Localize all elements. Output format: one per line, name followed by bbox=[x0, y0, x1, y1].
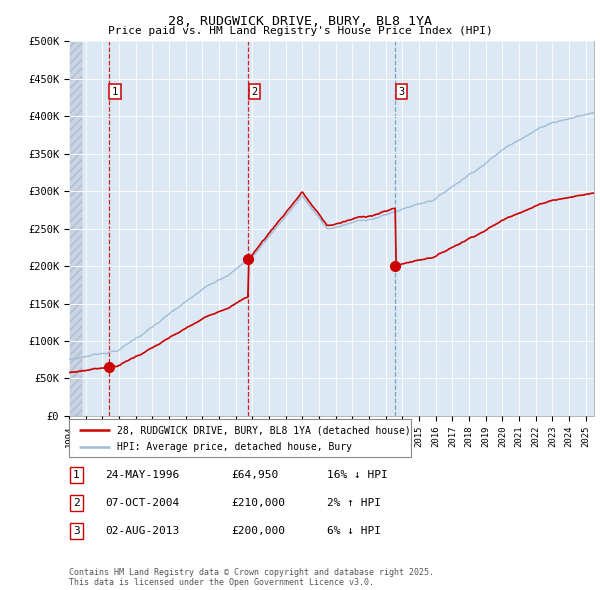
Text: 02-AUG-2013: 02-AUG-2013 bbox=[105, 526, 179, 536]
Text: 24-MAY-1996: 24-MAY-1996 bbox=[105, 470, 179, 480]
Text: 1: 1 bbox=[112, 87, 118, 97]
Text: 2: 2 bbox=[73, 498, 80, 507]
Text: 2: 2 bbox=[251, 87, 257, 97]
Text: HPI: Average price, detached house, Bury: HPI: Average price, detached house, Bury bbox=[117, 442, 352, 453]
Text: Contains HM Land Registry data © Crown copyright and database right 2025.
This d: Contains HM Land Registry data © Crown c… bbox=[69, 568, 434, 587]
Text: £64,950: £64,950 bbox=[231, 470, 278, 480]
Text: 28, RUDGWICK DRIVE, BURY, BL8 1YA (detached house): 28, RUDGWICK DRIVE, BURY, BL8 1YA (detac… bbox=[117, 425, 410, 435]
Text: 28, RUDGWICK DRIVE, BURY, BL8 1YA: 28, RUDGWICK DRIVE, BURY, BL8 1YA bbox=[168, 15, 432, 28]
Text: 1: 1 bbox=[73, 470, 80, 480]
Text: 3: 3 bbox=[73, 526, 80, 536]
Text: 16% ↓ HPI: 16% ↓ HPI bbox=[327, 470, 388, 480]
Text: £210,000: £210,000 bbox=[231, 498, 285, 507]
Text: 07-OCT-2004: 07-OCT-2004 bbox=[105, 498, 179, 507]
Text: 6% ↓ HPI: 6% ↓ HPI bbox=[327, 526, 381, 536]
Text: £200,000: £200,000 bbox=[231, 526, 285, 536]
Text: 2% ↑ HPI: 2% ↑ HPI bbox=[327, 498, 381, 507]
Text: Price paid vs. HM Land Registry's House Price Index (HPI): Price paid vs. HM Land Registry's House … bbox=[107, 26, 493, 36]
FancyBboxPatch shape bbox=[69, 419, 411, 457]
Text: 3: 3 bbox=[398, 87, 404, 97]
